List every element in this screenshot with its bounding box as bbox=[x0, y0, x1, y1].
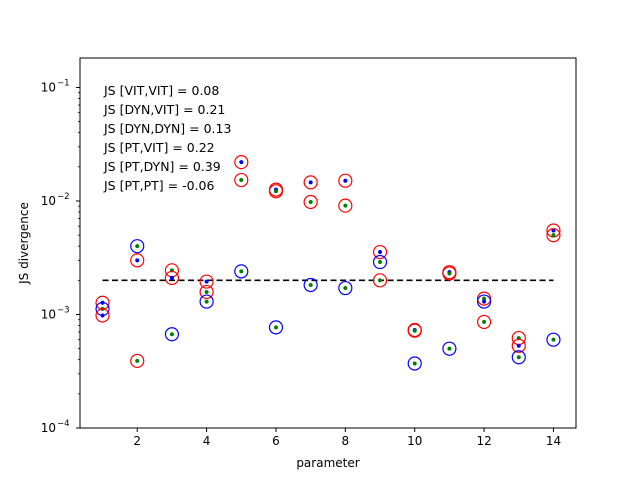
point-ring bbox=[372, 273, 388, 288]
point-dot bbox=[239, 178, 244, 183]
x-axis: 2 4 6 8 10 12 14 bbox=[133, 428, 561, 448]
x-tick-label: 14 bbox=[546, 434, 561, 448]
point-ring bbox=[442, 266, 457, 281]
point-dot bbox=[135, 258, 140, 263]
annotation-line: JS [PT,VIT] = 0.22 bbox=[103, 140, 215, 155]
point-dot bbox=[482, 319, 487, 324]
y-tick-label: 10 bbox=[41, 81, 56, 95]
y-tick-exponent: −4 bbox=[57, 419, 70, 429]
point-ring bbox=[164, 270, 180, 286]
point-ring bbox=[338, 280, 353, 296]
point-dot bbox=[273, 325, 278, 330]
y-tick-exponent: −1 bbox=[57, 79, 70, 89]
point-dot bbox=[551, 228, 556, 233]
point-dot bbox=[482, 296, 487, 301]
point-ring bbox=[130, 353, 145, 369]
point-ring bbox=[303, 175, 318, 190]
point-ring bbox=[164, 327, 180, 342]
point-ring bbox=[268, 320, 284, 335]
x-tick-label: 10 bbox=[407, 434, 422, 448]
plot-frame bbox=[79, 57, 577, 429]
annotation-block: JS [VIT,VIT] = 0.08 JS [DYN,VIT] = 0.21 JS… bbox=[103, 83, 231, 193]
point-ring bbox=[372, 254, 388, 270]
point-ring bbox=[476, 294, 492, 309]
point-ring bbox=[546, 228, 561, 243]
point-ring bbox=[199, 284, 214, 300]
point-ring bbox=[546, 332, 561, 347]
point-ring bbox=[95, 308, 110, 323]
point-dot bbox=[378, 278, 383, 283]
point-ring bbox=[442, 341, 457, 356]
annotation-line: JS [DYN,VIT] = 0.21 bbox=[103, 102, 225, 117]
point-dot bbox=[447, 271, 452, 276]
y-tick-label: 10 bbox=[41, 421, 56, 435]
point-ring bbox=[303, 194, 318, 210]
point-dot bbox=[204, 289, 209, 294]
point-dot bbox=[100, 313, 105, 318]
point-dot bbox=[135, 244, 140, 249]
point-ring bbox=[199, 274, 214, 289]
point-ring bbox=[372, 244, 388, 260]
point-dot bbox=[378, 250, 383, 255]
x-tick-label: 6 bbox=[272, 434, 280, 448]
annotation-line: JS [PT,PT] = -0.06 bbox=[103, 178, 214, 193]
y-tick-exponent: −2 bbox=[57, 192, 70, 202]
point-dot bbox=[378, 260, 383, 265]
point-dot bbox=[204, 279, 209, 284]
point-dot bbox=[308, 180, 313, 185]
point-ring bbox=[303, 277, 318, 293]
point-dot bbox=[273, 189, 278, 194]
point-dot bbox=[135, 358, 140, 363]
y-axis: 10−410−310−210−1 bbox=[41, 79, 80, 435]
point-dot bbox=[516, 355, 521, 360]
point-ring bbox=[476, 314, 492, 330]
annotation-line: JS [VIT,VIT] = 0.08 bbox=[103, 83, 219, 98]
y-axis-label: JS divergence bbox=[17, 202, 31, 285]
point-dot bbox=[169, 275, 174, 280]
y-tick-label: 10 bbox=[41, 194, 56, 208]
point-dot bbox=[516, 343, 521, 348]
point-ring bbox=[338, 198, 353, 213]
point-dot bbox=[412, 361, 417, 366]
point-dot bbox=[412, 328, 417, 333]
x-axis-label: parameter bbox=[296, 456, 359, 470]
point-dot bbox=[308, 282, 313, 287]
x-tick-label: 12 bbox=[476, 434, 491, 448]
point-dot bbox=[169, 332, 174, 337]
point-dot bbox=[551, 337, 556, 342]
x-tick-label: 4 bbox=[203, 434, 211, 448]
x-tick-label: 2 bbox=[133, 434, 141, 448]
point-ring bbox=[234, 155, 249, 170]
point-ring bbox=[511, 350, 526, 365]
point-ring bbox=[407, 356, 422, 371]
point-ring bbox=[199, 294, 214, 309]
y-tick-exponent: −3 bbox=[57, 306, 70, 316]
point-ring bbox=[130, 239, 145, 254]
point-dot bbox=[239, 160, 244, 165]
point-dot bbox=[239, 269, 244, 274]
point-ring bbox=[407, 323, 422, 338]
point-dot bbox=[343, 286, 348, 291]
x-tick-label: 8 bbox=[342, 434, 350, 448]
point-dot bbox=[204, 299, 209, 304]
point-dot bbox=[447, 346, 452, 351]
point-dot bbox=[343, 178, 348, 183]
point-ring bbox=[234, 264, 249, 279]
point-ring bbox=[130, 253, 145, 268]
y-tick-label: 10 bbox=[41, 308, 56, 322]
point-ring bbox=[268, 184, 284, 199]
point-dot bbox=[308, 200, 313, 205]
point-ring bbox=[234, 172, 249, 188]
point-ring bbox=[338, 173, 353, 188]
point-dot bbox=[551, 233, 556, 238]
point-ring bbox=[476, 291, 492, 306]
annotation-line: JS [PT,DYN] = 0.39 bbox=[103, 159, 221, 174]
point-dot bbox=[343, 203, 348, 208]
point-dot bbox=[482, 299, 487, 304]
plot-layer bbox=[95, 155, 561, 371]
annotation-line: JS [DYN,DYN] = 0.13 bbox=[103, 121, 231, 136]
point-ring bbox=[511, 338, 526, 353]
